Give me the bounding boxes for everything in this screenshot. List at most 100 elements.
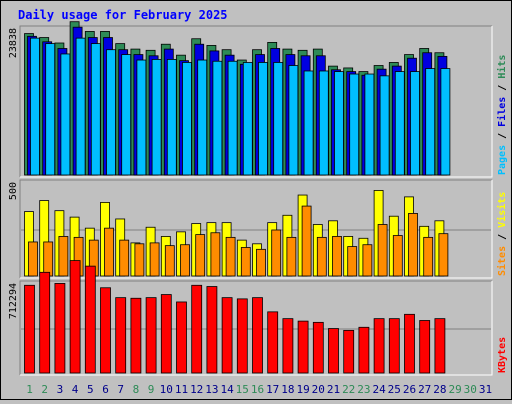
x-tick-label-day-17: 17: [266, 383, 279, 396]
bar-kbytes-day-27: [419, 320, 431, 374]
bar-kbytes-day-9: [145, 297, 157, 374]
bar-pages-day-28: [440, 68, 451, 176]
bar-pages-day-7: [121, 54, 132, 176]
panel-bottom-bevel-dark: [19, 280, 492, 375]
panel-mid-legend-label: Sites / Visits: [496, 192, 508, 276]
bar-sites-day-22: [347, 246, 358, 277]
bar-pages-day-9: [151, 59, 162, 176]
legend-part: Files: [496, 97, 508, 127]
x-tick-label-day-12: 12: [190, 383, 203, 396]
bar-pages-day-4: [75, 37, 86, 176]
x-tick-label-day-29: 29: [448, 383, 461, 396]
bar-sites-day-11: [180, 244, 190, 277]
bar-kbytes-day-5: [84, 265, 96, 374]
bar-kbytes-day-16: [252, 297, 263, 374]
bar-kbytes-day-12: [191, 284, 203, 374]
panel-bottom-bevel-light: [20, 281, 493, 376]
bar-pages-day-11: [182, 62, 192, 176]
legend-part: Sites: [496, 246, 508, 276]
bar-pages-day-19: [303, 70, 314, 176]
x-tick-label-day-22: 22: [342, 383, 355, 396]
bar-kbytes-day-25: [388, 318, 400, 374]
x-tick-label-day-15: 15: [236, 383, 249, 396]
legend-part: Hits: [496, 55, 508, 79]
bar-sites-day-19: [301, 205, 312, 277]
bar-pages-day-12: [197, 59, 208, 176]
bar-sites-day-7: [119, 239, 130, 277]
x-tick-label-day-14: 14: [220, 383, 234, 396]
x-tick-label-day-9: 9: [148, 383, 155, 396]
x-tick-label-day-13: 13: [205, 383, 218, 396]
bar-kbytes-day-8: [130, 297, 142, 374]
bar-sites-day-9: [149, 242, 160, 277]
x-tick-label-day-1: 1: [26, 383, 33, 396]
x-tick-label-day-23: 23: [357, 383, 370, 396]
bar-sites-day-27: [423, 236, 434, 277]
x-tick-label-day-21: 21: [327, 383, 340, 396]
bar-sites-day-6: [104, 227, 114, 277]
x-tick-label-day-20: 20: [312, 383, 325, 396]
bar-sites-day-3: [58, 236, 69, 277]
bar-pages-day-2: [45, 43, 56, 176]
legend-part: /: [497, 79, 508, 97]
bar-pages-day-17: [273, 62, 284, 176]
bar-pages-day-8: [136, 59, 147, 176]
legend-part: KBytes: [497, 337, 508, 373]
panel-top-legend-label: Pages / Files / Hits: [496, 55, 508, 175]
bar-kbytes-day-22: [343, 329, 355, 374]
x-tick-label-day-25: 25: [388, 383, 401, 396]
x-tick-label-day-24: 24: [372, 383, 386, 396]
bar-sites-day-12: [195, 234, 206, 277]
x-tick-label-day-31: 31: [479, 383, 492, 396]
panel-mid-max-label: 500: [8, 182, 19, 200]
bar-kbytes-day-28: [434, 318, 446, 374]
bar-sites-day-17: [271, 229, 282, 277]
bar-sites-day-13: [210, 232, 221, 277]
bar-sites-day-26: [408, 213, 418, 277]
bar-pages-day-10: [166, 59, 177, 176]
bar-kbytes-day-11: [176, 301, 187, 374]
bar-pages-day-22: [349, 73, 360, 176]
x-tick-label-day-4: 4: [72, 383, 79, 396]
bar-pages-day-14: [227, 60, 238, 176]
bar-kbytes-day-20: [312, 321, 324, 374]
x-tick-label-day-5: 5: [87, 383, 94, 396]
panel-mid-bevel-dark: [19, 179, 492, 278]
bar-kbytes-day-1: [24, 284, 35, 374]
panel-bottom-max-label: 712294: [8, 283, 19, 319]
legend-part: /: [497, 228, 508, 246]
bar-kbytes-day-21: [328, 328, 339, 374]
x-tick-label-day-30: 30: [464, 383, 477, 396]
bar-pages-day-21: [334, 71, 344, 176]
x-tick-label-day-16: 16: [251, 383, 264, 396]
bar-pages-day-5: [90, 43, 101, 176]
bar-sites-day-24: [377, 224, 388, 277]
bar-sites-day-23: [362, 244, 373, 277]
bar-pages-day-13: [212, 60, 223, 176]
x-tick-label-day-11: 11: [175, 383, 188, 396]
bar-pages-day-27: [425, 68, 436, 176]
bar-pages-day-24: [379, 75, 390, 176]
bar-pages-day-26: [410, 71, 420, 176]
chart-title: Daily usage for February 2025: [18, 8, 228, 22]
x-tick-label-day-19: 19: [296, 383, 309, 396]
bar-kbytes-day-14: [221, 297, 233, 374]
bar-kbytes-day-6: [100, 287, 111, 374]
bar-sites-day-1: [28, 241, 38, 277]
legend-part: /: [497, 127, 508, 145]
bar-kbytes-day-23: [358, 326, 370, 374]
bars-layer: [24, 21, 451, 374]
x-tick-label-day-7: 7: [117, 383, 124, 396]
x-tick-label-day-8: 8: [133, 383, 140, 396]
bar-kbytes-day-10: [160, 294, 172, 374]
bar-sites-day-14: [225, 236, 236, 277]
bar-sites-day-20: [316, 236, 327, 277]
bar-pages-day-25: [394, 71, 405, 176]
bar-sites-day-25: [392, 235, 403, 277]
x-tick-label-day-27: 27: [418, 383, 431, 396]
x-tick-label-day-10: 10: [160, 383, 173, 396]
x-tick-label-day-26: 26: [403, 383, 416, 396]
bar-sites-day-10: [164, 245, 175, 277]
